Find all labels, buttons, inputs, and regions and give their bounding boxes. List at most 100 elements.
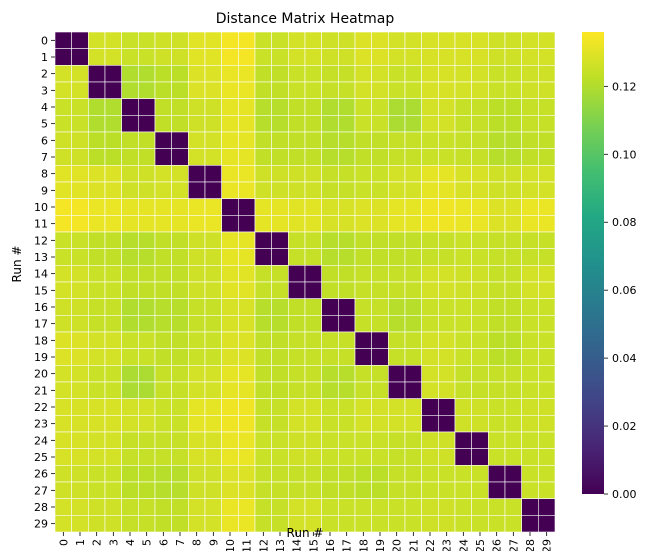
heatmap-cell [371,348,389,366]
heatmap-cell [354,131,372,149]
heatmap-cell [271,465,289,483]
heatmap-cell [321,481,339,499]
heatmap-cell [138,165,156,183]
heatmap-cell [254,315,272,333]
heatmap-cell [71,165,89,183]
heatmap-cell [221,165,239,183]
heatmap-cell [238,348,256,366]
heatmap-cell [404,481,422,499]
heatmap-cell [454,465,472,483]
heatmap-cell [421,98,439,116]
heatmap-cell [204,365,222,383]
y-axis: 0123456789101112131415161718192021222324… [34,34,55,531]
heatmap-cell [71,415,89,433]
heatmap-cell [138,81,156,99]
heatmap-cell [488,315,506,333]
heatmap-cell [204,198,222,216]
heatmap-cell [538,198,556,216]
heatmap-cell [304,381,322,399]
heatmap-cell [321,165,339,183]
heatmap-cell [138,198,156,216]
heatmap-cell [188,115,206,133]
heatmap-cell [438,515,456,533]
heatmap-cell [204,481,222,499]
heatmap-cell [88,215,106,233]
heatmap-cell [71,215,89,233]
heatmap-cell [304,298,322,316]
heatmap-cell [171,115,189,133]
heatmap-cell [121,465,139,483]
heatmap-cell [404,281,422,299]
heatmap-cell [288,215,306,233]
heatmap-cell [71,465,89,483]
heatmap-cell [238,498,256,516]
y-tick-label: 24 [34,434,48,447]
heatmap-cell [104,431,122,449]
heatmap-cell [88,281,106,299]
heatmap-cell [288,165,306,183]
heatmap-cell [471,365,489,383]
heatmap-cell [404,181,422,199]
heatmap-cell [504,198,522,216]
heatmap-cell [288,448,306,466]
heatmap-cell [188,131,206,149]
heatmap-cell [438,265,456,283]
heatmap-cell [238,315,256,333]
heatmap-cell [271,115,289,133]
heatmap-cell [171,148,189,166]
heatmap-cell [271,181,289,199]
x-tick-label: 1 [74,539,87,546]
heatmap-cell [371,148,389,166]
heatmap-cell [104,98,122,116]
heatmap-cell [171,431,189,449]
heatmap-cell [221,365,239,383]
heatmap-cell [521,281,539,299]
heatmap-cell [104,465,122,483]
heatmap-cell [488,81,506,99]
heatmap-cell [538,515,556,533]
heatmap-cell [521,265,539,283]
heatmap-cell [88,498,106,516]
heatmap-cell [121,415,139,433]
heatmap-cell [271,31,289,49]
heatmap-cell [188,398,206,416]
heatmap-cell [538,465,556,483]
heatmap-cell [304,31,322,49]
heatmap-cell [54,165,72,183]
heatmap-cell [88,381,106,399]
heatmap-cell [254,281,272,299]
heatmap-cell [54,381,72,399]
heatmap-cell [388,481,406,499]
heatmap-cell [404,231,422,249]
heatmap-cell [421,281,439,299]
y-tick-label: 20 [34,368,48,381]
heatmap-cell [104,281,122,299]
heatmap-cell [154,131,172,149]
heatmap-cell [421,148,439,166]
heatmap-cell [488,148,506,166]
heatmap-cell [371,265,389,283]
heatmap-cell [88,431,106,449]
heatmap-cell [404,81,422,99]
heatmap-cell [304,115,322,133]
heatmap-cell [238,98,256,116]
heatmap-cell [471,248,489,266]
y-tick-label: 2 [41,68,48,81]
colorbar-axis: 0.00 0.02 0.04 0.06 0.08 0.10 0.12 [604,80,637,501]
heatmap-cell [454,198,472,216]
heatmap-cell [138,448,156,466]
heatmap-cell [404,98,422,116]
heatmap-cell [338,348,356,366]
heatmap-cell [71,131,89,149]
x-tick-label: 0 [57,539,70,546]
heatmap-cell [354,115,372,133]
heatmap-cell [504,181,522,199]
heatmap-cell [488,298,506,316]
heatmap-cell [154,115,172,133]
heatmap-cell [388,115,406,133]
heatmap-cell [538,231,556,249]
heatmap-cell [354,248,372,266]
heatmap-cell [354,98,372,116]
heatmap-cell [71,348,89,366]
heatmap-cell [254,198,272,216]
